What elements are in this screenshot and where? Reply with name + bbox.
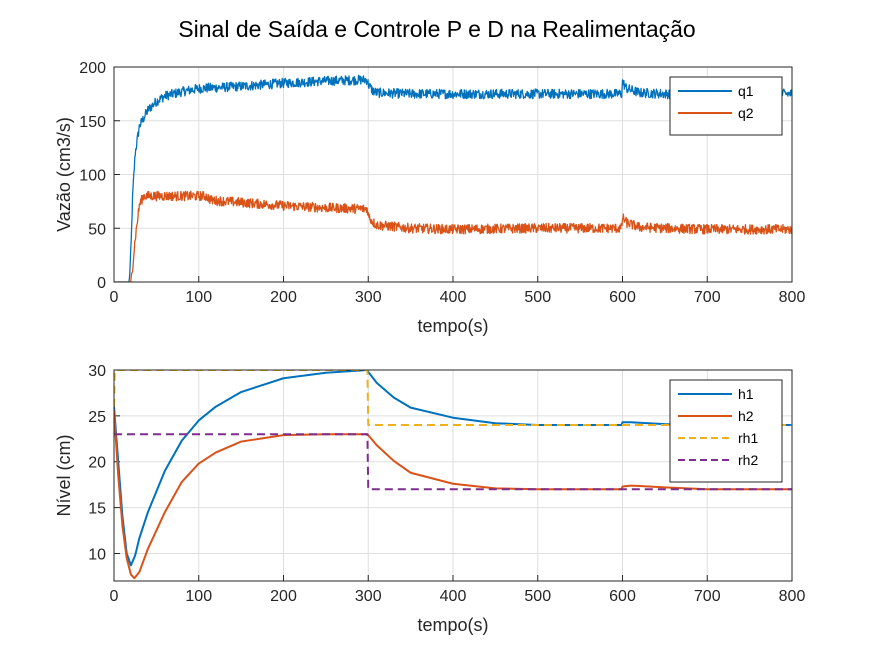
subplot-1-xlabel: tempo(s)	[417, 316, 488, 336]
subplot-2-xtick-label: 100	[185, 588, 212, 605]
subplot-2-ytick-label: 15	[88, 501, 106, 518]
subplot-2: 0 100 200 300 400 500 600 700 800 10 15 20 25 30 tempo…	[54, 363, 805, 635]
subplot-2-xtick-label: 300	[355, 588, 382, 605]
subplot-2-xtick-label: 800	[779, 588, 806, 605]
subplot-2-xtick-label: 700	[694, 588, 721, 605]
subplot-2-ytick-label: 30	[88, 363, 106, 380]
subplot-1-xtick-label: 100	[185, 289, 212, 306]
subplot-1-ytick-label: 50	[88, 221, 106, 238]
subplot-2-xtick-label: 0	[110, 588, 119, 605]
subplot-1: 0 100 200 300 400 500 600 700 800 0 50 100 150 200 tem…	[54, 60, 805, 336]
subplot-2-series-h1	[114, 370, 792, 567]
subplot-1-ylabel: Vazão (cm3/s)	[54, 117, 74, 232]
subplot-1-xtick-label: 700	[694, 289, 721, 306]
subplot-1-xtick-label: 400	[440, 289, 467, 306]
subplot-2-axes-box	[113, 369, 793, 582]
subplot-1-ytick-label: 100	[79, 168, 106, 185]
subplot-1-series-q2	[114, 190, 792, 282]
subplot-2-xtick-label: 400	[440, 588, 467, 605]
subplot-1-xtick-label: 500	[524, 289, 551, 306]
subplot-1-xtick-label: 300	[355, 289, 382, 306]
subplot-1-ytick-label: 0	[97, 275, 106, 292]
subplot-1-ytick-label: 200	[79, 60, 106, 77]
subplot-1-ytick-label: 150	[79, 114, 106, 131]
subplot-2-legend-label-rh1: rh1	[738, 430, 758, 446]
subplot-2-xlabel: tempo(s)	[417, 615, 488, 635]
subplot-1-legend-box	[669, 76, 783, 136]
subplot-1-legend-label-q1: q1	[738, 83, 754, 99]
subplot-2-legend-box	[669, 379, 783, 483]
subplot-2-legend-label-h1: h1	[738, 386, 754, 402]
subplot-1-xtick-label: 800	[779, 289, 806, 306]
subplot-2-series-rh1	[114, 370, 792, 427]
subplot-1-legend-label-q2: q2	[738, 105, 754, 121]
subplot-1-xtick-label: 600	[609, 289, 636, 306]
figure-title: Sinal de Saída e Controle P e D na Reali…	[178, 16, 695, 42]
subplot-2-ylabel: Nível (cm)	[54, 435, 74, 517]
subplot-2-ytick-label: 25	[88, 409, 106, 426]
subplot-1-axes-box	[113, 66, 793, 283]
subplot-2-ytick-label: 20	[88, 455, 106, 472]
subplot-2-xtick-label: 200	[270, 588, 297, 605]
subplot-2-legend-label-rh2: rh2	[738, 452, 758, 468]
subplot-1-xtick-label: 0	[110, 289, 119, 306]
subplot-2-legend: h1 h2 rh1 rh2	[669, 379, 783, 483]
subplot-2-legend-label-h2: h2	[738, 408, 754, 424]
subplot-2-series-rh2	[114, 433, 792, 491]
subplot-1-xtick-label: 200	[270, 289, 297, 306]
subplot-2-ytick-label: 10	[88, 546, 106, 563]
subplot-2-xtick-label: 500	[524, 588, 551, 605]
subplot-2-xtick-label: 600	[609, 588, 636, 605]
